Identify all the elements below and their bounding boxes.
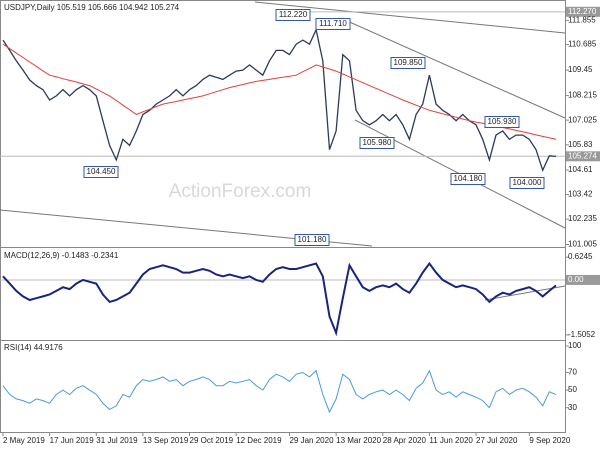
annotation-box — [275, 9, 311, 21]
x-tick-label: 29 Jan 2020 — [289, 436, 334, 445]
x-tick-label: 17 Jun 2019 — [50, 436, 95, 445]
y-tick-label: 103.42 — [568, 190, 593, 199]
y-tick-label: 0.6245 — [568, 252, 593, 261]
tick-highlight — [566, 151, 600, 162]
y-tick-label: 102.235 — [568, 214, 597, 223]
y-tick-label: 104.61 — [568, 165, 593, 174]
y-tick-label: 0.00 — [568, 275, 584, 284]
series-line — [2, 369, 557, 414]
panel-title: MACD(12,26,9) -0.1483 -0.2341 — [4, 251, 119, 260]
annotation: 105.930 — [488, 117, 517, 126]
x-tick-label: 28 Apr 2020 — [383, 436, 427, 445]
x-tick-label: 27 Jul 2020 — [476, 436, 518, 445]
x-tick-label: 12 Dec 2019 — [236, 436, 282, 445]
y-tick-label: 100 — [568, 341, 582, 350]
y-tick-label: 107.025 — [568, 115, 597, 124]
annotation: 112.220 — [279, 10, 308, 19]
y-tick-label: 110.685 — [568, 40, 597, 49]
annotation: 105.980 — [363, 138, 392, 147]
annotation: 101.180 — [298, 235, 327, 244]
y-tick-label: 30 — [568, 403, 577, 412]
annotation-box — [484, 116, 520, 128]
y-tick-label: 105.83 — [568, 140, 593, 149]
watermark: ActionForex.com — [169, 181, 312, 202]
annotation-box — [315, 18, 351, 30]
y-tick-label: 70 — [568, 368, 577, 377]
annotation-box — [83, 166, 119, 178]
y-tick-label: 108.215 — [568, 91, 597, 100]
y-tick-label: 111.855 — [568, 15, 596, 24]
y-tick-label: 101.005 — [568, 240, 597, 249]
annotation-box — [509, 177, 545, 189]
series-line — [2, 43, 557, 140]
series-line — [2, 261, 557, 337]
x-tick-label: 2 May 2019 — [3, 436, 45, 445]
y-tick-label: -1.5052 — [568, 330, 596, 339]
annotation: 111.710 — [319, 19, 347, 28]
panel-title: RSI(14) 44.9176 — [4, 343, 63, 352]
annotation-box — [359, 137, 395, 149]
annotation-box — [390, 57, 426, 69]
x-tick-label: 29 Oct 2019 — [190, 436, 234, 445]
annotation-box — [450, 173, 486, 185]
annotation: 104.450 — [87, 167, 116, 176]
y-tick-label: 105.274 — [568, 151, 597, 160]
y-tick-label: 50 — [568, 385, 577, 394]
y-tick-label: 112.270 — [568, 7, 597, 16]
frame — [0, 0, 566, 433]
chart-title: USDJPY,Daily 105.519 105.666 104.942 105… — [4, 3, 180, 12]
x-tick-label: 9 Sep 2020 — [529, 436, 570, 445]
annotation: 104.180 — [454, 174, 483, 183]
tick-highlight — [566, 6, 600, 17]
annotation-box — [294, 234, 330, 246]
x-tick-label: 13 Sep 2019 — [143, 436, 189, 445]
x-tick-label: 31 Jul 2019 — [96, 436, 138, 445]
trendline — [254, 1, 566, 34]
trendline — [344, 19, 566, 119]
x-tick-label: 13 Mar 2020 — [336, 436, 381, 445]
x-tick-label: 11 Jun 2020 — [429, 436, 473, 445]
tick-highlight — [566, 274, 600, 285]
annotation: 109.850 — [394, 58, 423, 67]
annotation: 104.000 — [513, 178, 542, 187]
y-tick-label: 109.45 — [568, 65, 593, 74]
series-line — [2, 27, 557, 172]
